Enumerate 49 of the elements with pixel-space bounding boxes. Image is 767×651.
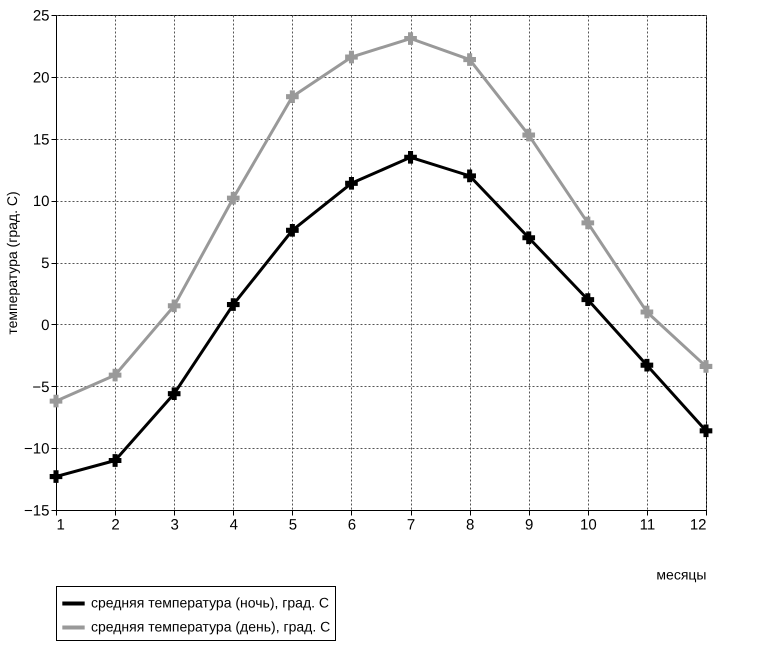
- x-tick-label: 8: [466, 516, 474, 534]
- y-tick-label: 10: [32, 193, 50, 210]
- y-tick-label: 5: [41, 255, 50, 272]
- x-tick-label: 1: [56, 516, 65, 534]
- point: [50, 394, 62, 408]
- point: [581, 216, 594, 230]
- y-axis-title: температура (град. С): [4, 191, 20, 335]
- y-tick-label: 20: [32, 69, 50, 86]
- y-tick-label: 25: [32, 8, 50, 24]
- point: [50, 470, 62, 483]
- point: [108, 368, 122, 382]
- x-tick-label: 6: [348, 516, 356, 534]
- point: [404, 32, 417, 45]
- point: [522, 128, 536, 142]
- x-tick-label: 3: [170, 516, 179, 534]
- point: [404, 150, 417, 164]
- point: [226, 192, 240, 204]
- point: [463, 53, 476, 66]
- y-tick-label: 15: [32, 131, 50, 148]
- y-tick-label: 0: [41, 316, 50, 334]
- point: [168, 387, 181, 400]
- y-tick-label: −15: [24, 502, 50, 520]
- point: [226, 298, 240, 311]
- point: [581, 293, 594, 306]
- point: [640, 358, 654, 372]
- point: [286, 90, 299, 103]
- point: [345, 176, 358, 190]
- x-tick-label: 2: [111, 516, 120, 534]
- point: [700, 360, 712, 373]
- x-tick-label: 4: [230, 516, 238, 534]
- x-tick-label: 12: [690, 516, 706, 534]
- x-tick-label: 9: [525, 516, 534, 534]
- point: [522, 231, 536, 244]
- legend-label: средняя температура (ночь), град. С: [91, 594, 330, 610]
- x-tick-label: 11: [640, 516, 656, 534]
- x-tick-label: 7: [406, 516, 416, 534]
- point: [345, 50, 358, 64]
- point: [168, 299, 181, 312]
- y-tick-label: −5: [32, 378, 50, 396]
- legend-label: средняя температура (день), град. С: [91, 618, 330, 634]
- x-tick-label: 10: [580, 516, 597, 534]
- x-axis-title: месяцы: [656, 566, 706, 582]
- point: [108, 454, 122, 467]
- point: [286, 224, 299, 237]
- point: [700, 424, 712, 438]
- point: [463, 170, 476, 182]
- point: [640, 306, 654, 318]
- y-tick-label: −10: [24, 440, 50, 458]
- x-tick-label: 5: [288, 516, 298, 534]
